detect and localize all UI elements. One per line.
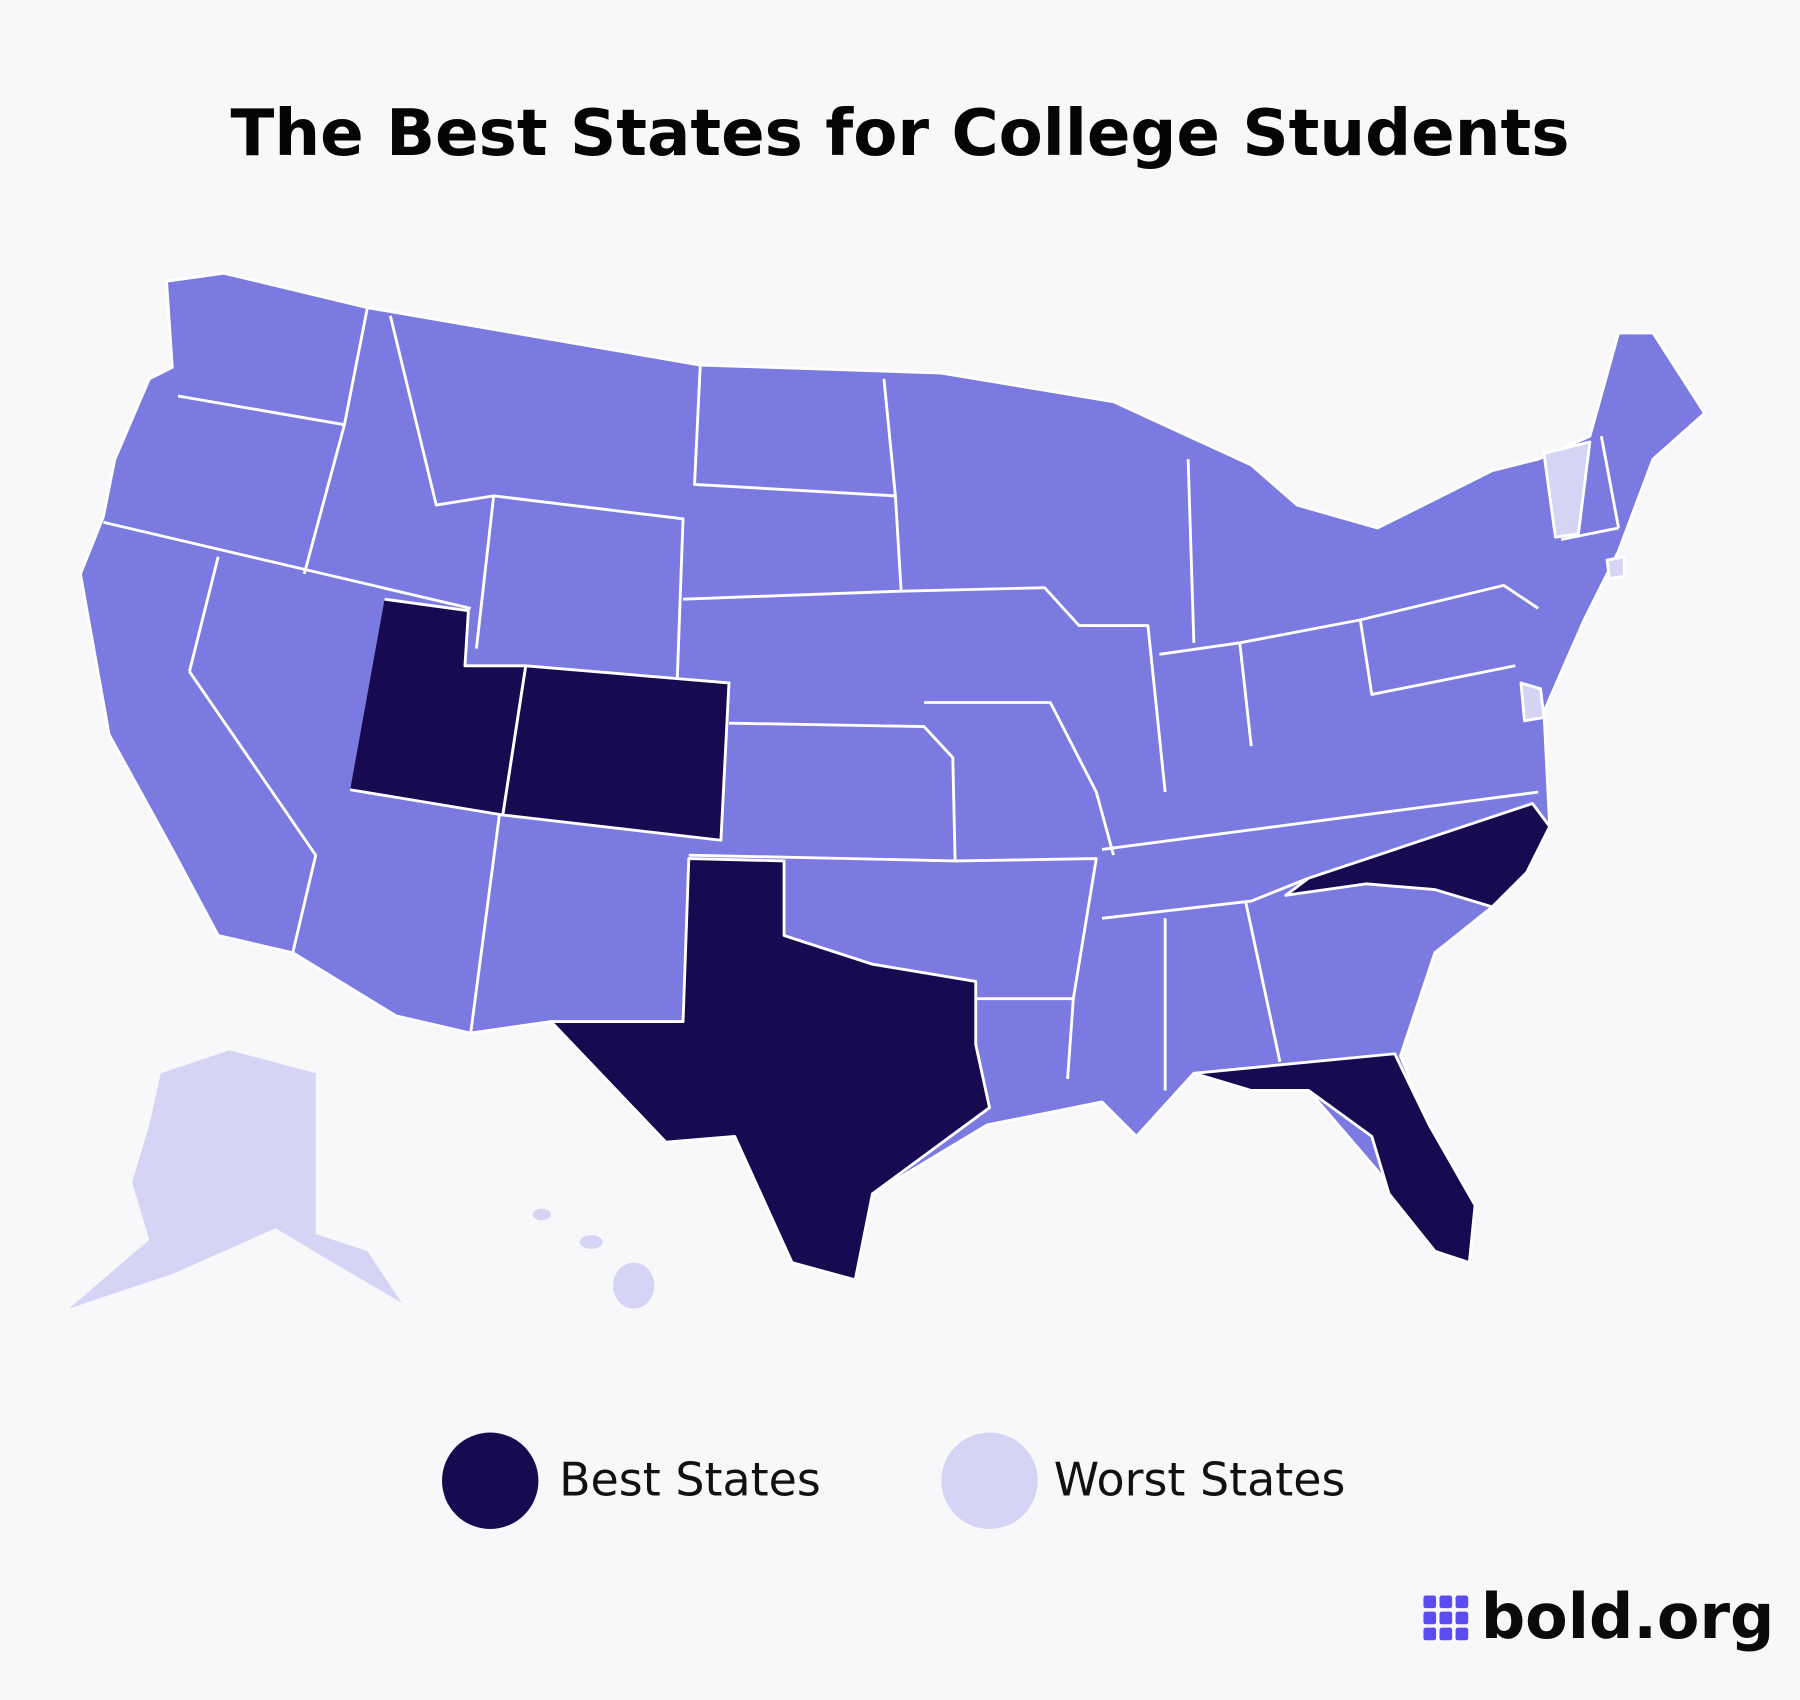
state-border [188, 556, 220, 672]
best-state [549, 857, 991, 1282]
state-border [1560, 526, 1619, 541]
legend-label: Best States [559, 1453, 821, 1507]
state-border [688, 721, 957, 863]
worst-state [1542, 440, 1592, 539]
worst-state [613, 1262, 655, 1309]
logo-dot [1423, 1595, 1437, 1609]
logo-dot [1423, 1627, 1437, 1641]
worst-state [579, 1235, 603, 1249]
state-border [1359, 583, 1540, 622]
worst-state [68, 1050, 402, 1309]
best-state [349, 597, 528, 817]
state-border [901, 586, 1167, 793]
us-map [68, 271, 1707, 1309]
best-state [1192, 1052, 1477, 1265]
logo-dot [1455, 1627, 1469, 1641]
legend-swatch [941, 1432, 1038, 1529]
state-border [1238, 642, 1253, 747]
best-state [501, 664, 731, 842]
state-border [1599, 435, 1620, 529]
state-border [493, 494, 685, 678]
state-border [1101, 876, 1310, 920]
title: The Best States for College Students [231, 96, 1570, 171]
state-border [1244, 900, 1282, 1063]
legend: Best States Worst States [441, 1432, 1346, 1529]
logo-dot [1423, 1611, 1437, 1625]
logo: bold.org [1423, 1580, 1774, 1653]
best-state [1284, 802, 1552, 909]
worst-state [1519, 681, 1546, 723]
logo-dot [1439, 1627, 1453, 1641]
state-border [103, 520, 472, 610]
state-border [177, 394, 345, 427]
logo-dot [1455, 1595, 1469, 1609]
logo-dot [1439, 1611, 1453, 1625]
state-border [955, 857, 1098, 1080]
worst-state [1605, 555, 1626, 580]
state-border [1186, 459, 1196, 643]
state-border [924, 701, 1115, 856]
state-border [882, 378, 897, 497]
state-border [388, 315, 496, 649]
worst-state [532, 1208, 552, 1221]
state-border [469, 814, 501, 1034]
legend-swatch [441, 1432, 539, 1529]
logo-dot [1439, 1595, 1453, 1609]
state-border [1101, 790, 1539, 851]
logo-dot [1455, 1611, 1469, 1625]
state-border [188, 670, 318, 954]
legend-label: Worst States [1054, 1453, 1346, 1507]
logo-text: bold.org [1481, 1580, 1775, 1653]
